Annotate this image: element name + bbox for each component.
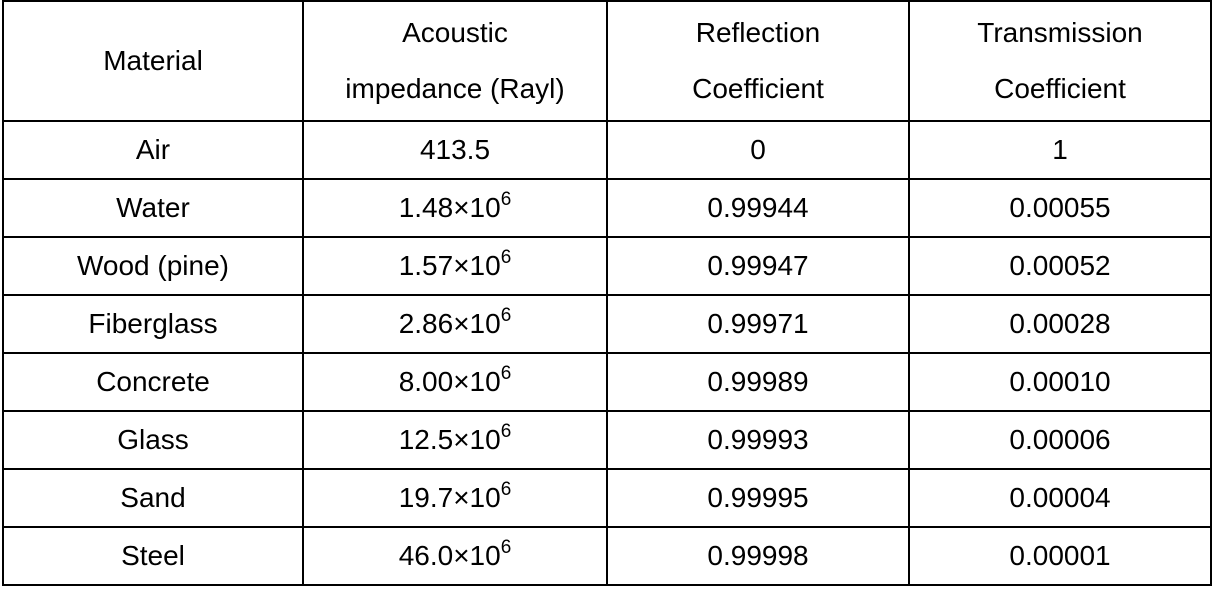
impedance-times: ×10	[453, 366, 501, 397]
impedance-cell: 1.57×106	[302, 236, 608, 296]
impedance-cell: 12.5×106	[302, 410, 608, 470]
impedance-times: ×10	[453, 192, 501, 223]
acoustic-properties-table: Material Acoustic impedance (Rayl) Refle…	[2, 0, 1212, 586]
impedance-exponent: 6	[500, 478, 512, 500]
impedance-cell: 2.86×106	[302, 294, 608, 354]
impedance-times: ×10	[453, 308, 501, 339]
table-row: Sand 19.7×106 0.99995 0.00004	[2, 468, 1212, 528]
table-row: Fiberglass 2.86×106 0.99971 0.00028	[2, 294, 1212, 354]
impedance-times: ×10	[453, 424, 501, 455]
header-material-line: Material	[103, 45, 203, 76]
material-cell: Glass	[2, 410, 304, 470]
material-cell: Steel	[2, 526, 304, 586]
material-cell: Sand	[2, 468, 304, 528]
impedance-cell: 413.5	[302, 120, 608, 180]
impedance-mantissa: 1.48	[398, 192, 454, 223]
transmission-cell: 0.00001	[908, 526, 1212, 586]
reflection-cell: 0.99993	[606, 410, 910, 470]
impedance-mantissa: 8.00	[398, 366, 454, 397]
header-reflection-coefficient: Reflection Coefficient	[606, 0, 910, 122]
impedance-exponent: 6	[500, 420, 512, 442]
impedance-mantissa: 12.5	[398, 424, 454, 455]
impedance-mantissa: 19.7	[398, 482, 454, 513]
impedance-mantissa: 1.57	[398, 250, 454, 281]
material-cell: Wood (pine)	[2, 236, 304, 296]
header-transmission-line-2: Coefficient	[994, 73, 1126, 104]
table-row: Concrete 8.00×106 0.99989 0.00010	[2, 352, 1212, 412]
impedance-cell: 19.7×106	[302, 468, 608, 528]
transmission-cell: 1	[908, 120, 1212, 180]
impedance-mantissa: 46.0	[398, 540, 454, 571]
material-cell: Fiberglass	[2, 294, 304, 354]
impedance-cell: 46.0×106	[302, 526, 608, 586]
material-cell: Air	[2, 120, 304, 180]
transmission-cell: 0.00010	[908, 352, 1212, 412]
table-row: Water 1.48×106 0.99944 0.00055	[2, 178, 1212, 238]
transmission-cell: 0.00006	[908, 410, 1212, 470]
impedance-exponent: 6	[500, 246, 512, 268]
impedance-mantissa: 2.86	[398, 308, 454, 339]
header-transmission-coefficient: Transmission Coefficient	[908, 0, 1212, 122]
reflection-cell: 0.99989	[606, 352, 910, 412]
transmission-cell: 0.00004	[908, 468, 1212, 528]
reflection-cell: 0	[606, 120, 910, 180]
table-row: Glass 12.5×106 0.99993 0.00006	[2, 410, 1212, 470]
transmission-cell: 0.00052	[908, 236, 1212, 296]
impedance-exponent: 6	[500, 536, 512, 558]
table-row: Wood (pine) 1.57×106 0.99947 0.00052	[2, 236, 1212, 296]
impedance-times: ×10	[453, 540, 501, 571]
header-reflection-line-2: Coefficient	[692, 73, 824, 104]
header-row: Material Acoustic impedance (Rayl) Refle…	[2, 0, 1212, 122]
impedance-exponent: 6	[500, 362, 512, 384]
impedance-exponent: 6	[500, 188, 512, 210]
header-impedance-line-1: Acoustic	[402, 17, 508, 48]
impedance-cell: 1.48×106	[302, 178, 608, 238]
header-reflection-line-1: Reflection	[695, 17, 821, 48]
table-row: Air 413.5 0 1	[2, 120, 1212, 180]
impedance-cell: 8.00×106	[302, 352, 608, 412]
reflection-cell: 0.99947	[606, 236, 910, 296]
reflection-cell: 0.99998	[606, 526, 910, 586]
transmission-cell: 0.00055	[908, 178, 1212, 238]
reflection-cell: 0.99995	[606, 468, 910, 528]
material-cell: Water	[2, 178, 304, 238]
header-acoustic-impedance: Acoustic impedance (Rayl)	[302, 0, 608, 122]
reflection-cell: 0.99944	[606, 178, 910, 238]
impedance-exponent: 6	[500, 304, 512, 326]
table-row: Steel 46.0×106 0.99998 0.00001	[2, 526, 1212, 586]
material-cell: Concrete	[2, 352, 304, 412]
impedance-mantissa: 413.5	[419, 134, 491, 165]
header-impedance-line-2: impedance (Rayl)	[345, 73, 565, 104]
impedance-times: ×10	[453, 482, 501, 513]
impedance-times: ×10	[453, 250, 501, 281]
reflection-cell: 0.99971	[606, 294, 910, 354]
header-transmission-line-1: Transmission	[977, 17, 1143, 48]
header-material: Material	[2, 0, 304, 122]
transmission-cell: 0.00028	[908, 294, 1212, 354]
